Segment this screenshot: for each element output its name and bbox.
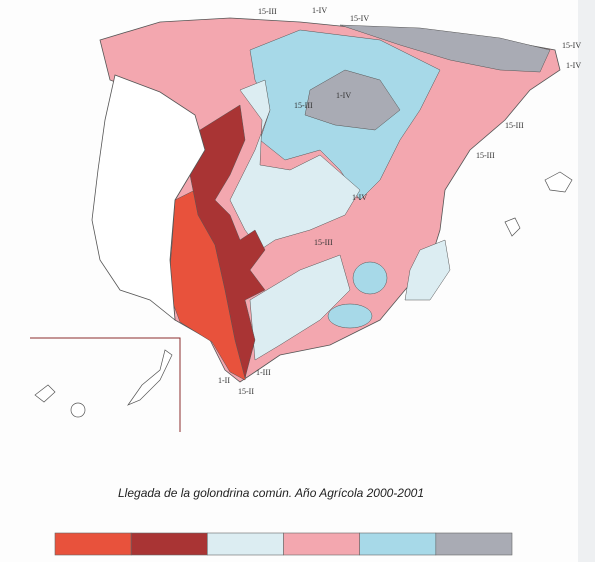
legend-swatch [207,532,284,556]
light-zone [404,239,451,301]
gray-zone [304,69,401,131]
isoline-label: 15-III [505,121,524,130]
light-zone [249,254,351,361]
inset-frame [30,337,181,432]
blue-zone [352,261,388,295]
gray-zone [339,24,551,73]
isoline-label: 1-IV [336,91,351,100]
legend-swatch [283,532,360,556]
portugal [91,74,206,321]
island [504,217,521,237]
isoline-label: 15-III [294,101,313,110]
island [127,349,173,406]
isoline-label: 1-IV [352,193,367,202]
darkred-zone [189,104,266,379]
legend [54,532,513,556]
isoline-label: 1-III [256,368,271,377]
isoline-label: 1-IV [312,6,327,15]
island [544,171,573,193]
light-zone [229,79,361,251]
legend-swatch [435,532,513,556]
isoline-label: 15-III [258,7,277,16]
isoline-label: 15-IV [350,14,369,23]
legend-swatch [54,532,132,556]
legend-swatch [359,532,437,556]
isoline-label: 15-III [314,238,333,247]
isoline-label: 15-III [476,151,495,160]
caption: Llegada de la golondrina común. Año Agrí… [118,486,424,500]
island [70,402,86,418]
blue-zone [327,303,373,329]
legend-swatch [130,532,208,556]
isoline-label: 15-IV [562,41,581,50]
isoline-label: 1-IV [566,61,581,70]
page-edge [578,0,595,562]
isoline-label: 15-II [238,387,254,396]
isoline-label: 1-II [218,376,230,385]
island [34,384,56,403]
